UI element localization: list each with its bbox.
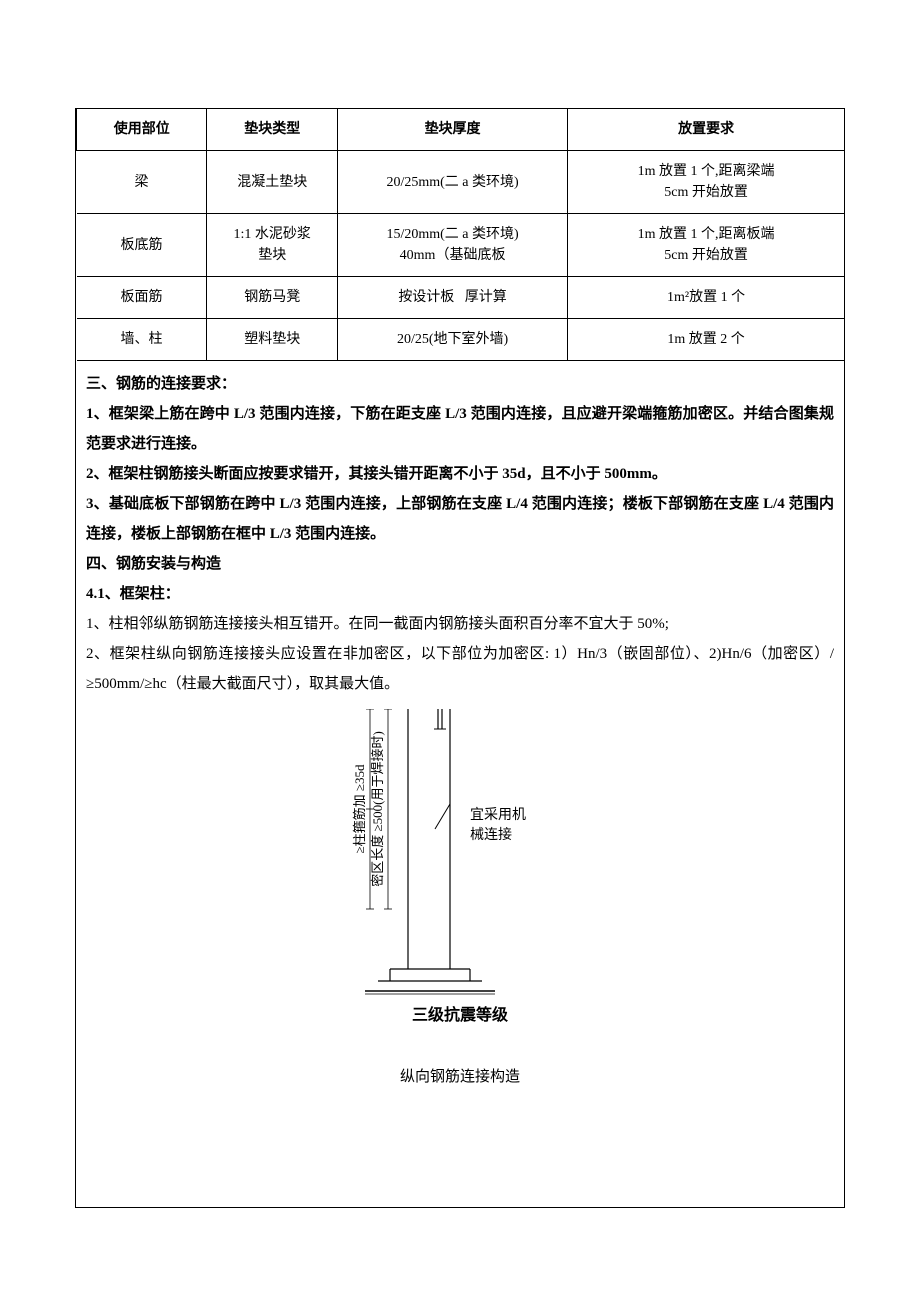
table-row: 墙、柱 塑料垫块 20/25(地下室外墙) 1m 放置 2 个 (77, 319, 845, 361)
cell-thickness: 按设计板 厚计算 (337, 277, 567, 319)
header-requirement: 放置要求 (568, 109, 844, 151)
cell-part: 板面筋 (77, 277, 207, 319)
cell-thickness: 20/25(地下室外墙) (337, 319, 567, 361)
cell-part: 墙、柱 (77, 319, 207, 361)
header-thickness: 垫块厚度 (337, 109, 567, 151)
label-35d: ≥柱箍筋加 ≥35d (352, 764, 367, 854)
spec-table: 使用部位 垫块类型 垫块厚度 放置要求 梁 混凝土垫块 20/25mm(二 a … (76, 109, 844, 361)
diagram-caption-sub: 纵向钢筋连接构造 (86, 1062, 834, 1092)
header-part: 使用部位 (77, 109, 207, 151)
cell-thickness: 15/20mm(二 a 类环境) 40mm（基础底板 (337, 214, 567, 277)
cell-part: 板底筋 (77, 214, 207, 277)
content-block: 三、钢筋的连接要求： 1、框架梁上筋在跨中 L/3 范围内连接，下筋在距支座 L… (76, 361, 844, 1120)
cell-type: 1:1 水泥砂浆 垫块 (207, 214, 337, 277)
cell-requirement: 1m²放置 1 个 (568, 277, 844, 319)
page-frame: 使用部位 垫块类型 垫块厚度 放置要求 梁 混凝土垫块 20/25mm(二 a … (75, 108, 845, 1208)
section-3-p3: 3、基础底板下部钢筋在跨中 L/3 范围内连接，上部钢筋在支座 L/4 范围内连… (86, 489, 834, 549)
table-header-row: 使用部位 垫块类型 垫块厚度 放置要求 (77, 109, 845, 151)
cell-type: 塑料垫块 (207, 319, 337, 361)
section-4-p2: 2、框架柱纵向钢筋连接接头应设置在非加密区，以下部位为加密区: 1）Hn/3（嵌… (86, 639, 834, 699)
diagram-svg: ≥柱箍筋加 ≥35d 密区长度 ≥500(用于焊接时) 宜采用机 械连接 (330, 709, 590, 1009)
column-diagram: ≥柱箍筋加 ≥35d 密区长度 ≥500(用于焊接时) 宜采用机 械连接 三级抗… (86, 709, 834, 1092)
section-4-p1: 1、柱相邻纵筋钢筋连接接头相互错开。在同一截面内钢筋接头面积百分率不宜大于 50… (86, 609, 834, 639)
diagram-caption-main: 三级抗震等级 (86, 1000, 834, 1032)
note-line2: 械连接 (470, 826, 512, 843)
cell-requirement: 1m 放置 1 个,距离板端 5cm 开始放置 (568, 214, 844, 277)
cell-thickness: 20/25mm(二 a 类环境) (337, 151, 567, 214)
section-4-1-title: 4.1、框架柱： (86, 579, 834, 609)
section-3-p1: 1、框架梁上筋在跨中 L/3 范围内连接，下筋在距支座 L/3 范围内连接，且应… (86, 399, 834, 459)
section-4-title: 四、钢筋安装与构造 (86, 549, 834, 579)
cell-part: 梁 (77, 151, 207, 214)
cell-type: 混凝土垫块 (207, 151, 337, 214)
cell-type: 钢筋马凳 (207, 277, 337, 319)
section-3-p2: 2、框架柱钢筋接头断面应按要求错开，其接头错开距离不小于 35d，且不小于 50… (86, 459, 834, 489)
table-row: 板底筋 1:1 水泥砂浆 垫块 15/20mm(二 a 类环境) 40mm（基础… (77, 214, 845, 277)
header-type: 垫块类型 (207, 109, 337, 151)
cell-requirement: 1m 放置 1 个,距离梁端 5cm 开始放置 (568, 151, 844, 214)
section-3-title: 三、钢筋的连接要求： (86, 369, 834, 399)
note-line1: 宜采用机 (470, 807, 526, 823)
label-500: 密区长度 ≥500(用于焊接时) (370, 731, 385, 887)
table-row: 板面筋 钢筋马凳 按设计板 厚计算 1m²放置 1 个 (77, 277, 845, 319)
table-row: 梁 混凝土垫块 20/25mm(二 a 类环境) 1m 放置 1 个,距离梁端 … (77, 151, 845, 214)
cell-requirement: 1m 放置 2 个 (568, 319, 844, 361)
